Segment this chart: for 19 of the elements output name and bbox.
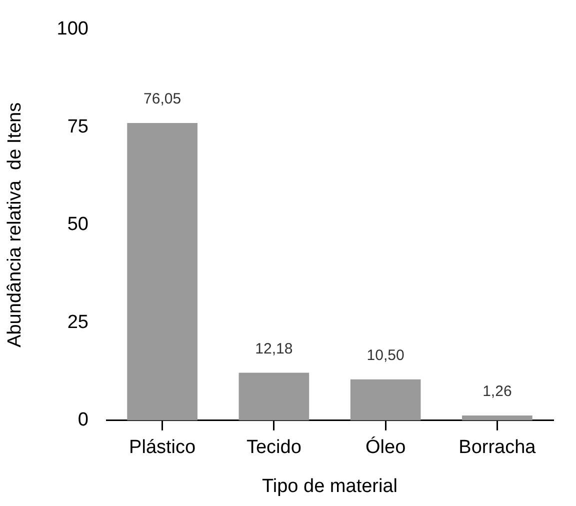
x-tick-label: Plástico (129, 437, 196, 458)
x-tick-label: Tecido (246, 437, 302, 458)
y-tick-label: 25 (67, 312, 88, 333)
x-tick-label: Borracha (458, 437, 536, 458)
data-label: 10,50 (366, 346, 404, 364)
y-tick-label: 100 (56, 18, 88, 40)
y-tick-label: 50 (67, 214, 88, 236)
bar (238, 372, 310, 420)
data-label: 76,05 (144, 90, 182, 108)
data-label: 12,18 (255, 340, 293, 358)
x-axis-title: Tipo de material (262, 476, 398, 497)
y-tick-label: 0 (78, 410, 88, 431)
y-axis-title: Abundância relativa de Itens (4, 102, 26, 348)
bar (127, 123, 198, 420)
bar (462, 415, 532, 420)
x-tick-label: Óleo (365, 436, 406, 458)
bar (350, 379, 421, 420)
y-tick-label: 75 (67, 116, 88, 138)
data-label: 1,26 (482, 383, 512, 400)
